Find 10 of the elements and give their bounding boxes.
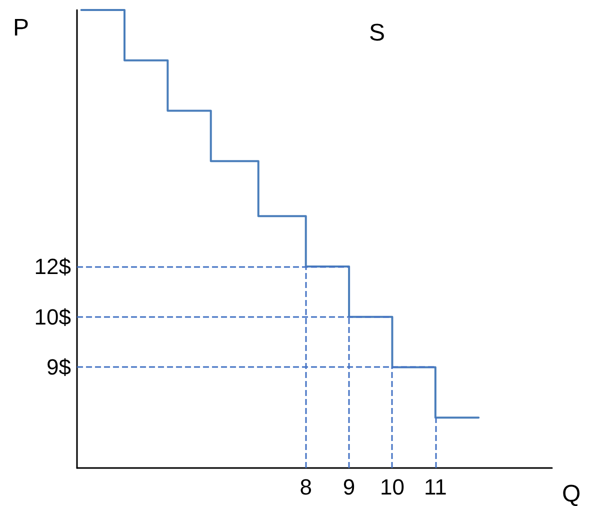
- x-axis-title: Q: [562, 480, 581, 506]
- text: 9$: [46, 354, 71, 380]
- x-tick-label: 11: [424, 474, 447, 500]
- chart-title: S: [369, 20, 386, 46]
- x-tick-label: 10: [380, 474, 404, 500]
- x-tick-label: 9: [342, 474, 356, 500]
- text: 10$: [34, 304, 71, 330]
- x-tick-label: 8: [300, 474, 312, 500]
- y-axis-title: P: [12, 14, 29, 42]
- text: 12$: [34, 254, 71, 279]
